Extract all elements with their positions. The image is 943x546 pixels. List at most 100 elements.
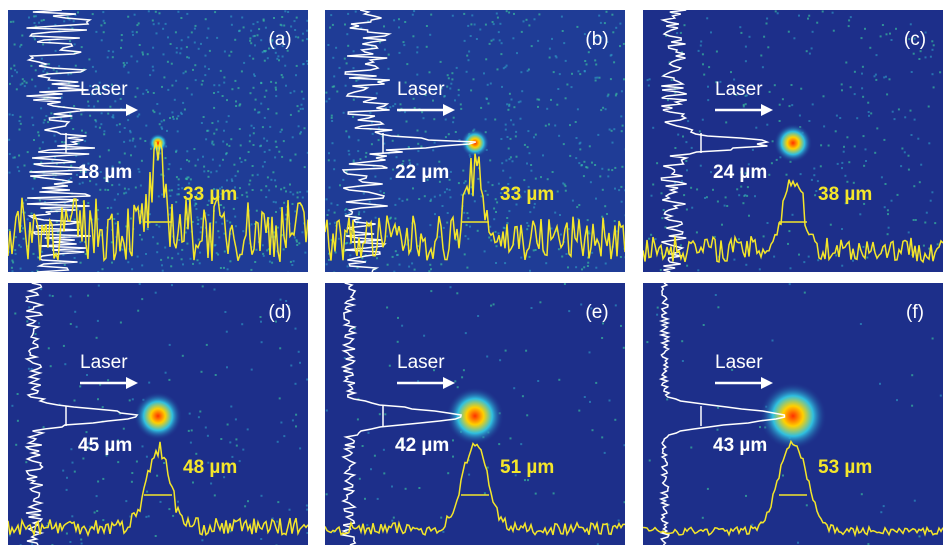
noise-speckle <box>594 36 597 39</box>
noise-speckle <box>607 93 610 96</box>
noise-speckle <box>175 79 178 82</box>
noise-speckle <box>200 122 203 124</box>
noise-speckle <box>420 145 423 148</box>
noise-speckle <box>540 176 542 179</box>
noise-speckle <box>528 152 531 155</box>
noise-speckle <box>218 164 221 167</box>
noise-speckle <box>595 197 597 200</box>
noise-speckle <box>97 218 100 221</box>
noise-speckle <box>223 50 226 53</box>
noise-speckle <box>73 257 76 259</box>
noise-speckle <box>885 75 887 78</box>
noise-speckle <box>864 27 866 30</box>
noise-speckle <box>12 261 15 264</box>
noise-speckle <box>62 469 65 472</box>
noise-speckle <box>129 515 132 518</box>
noise-speckle <box>710 171 712 174</box>
noise-speckle <box>509 176 512 179</box>
noise-speckle <box>118 183 121 186</box>
noise-speckle <box>69 177 72 180</box>
noise-speckle <box>212 143 215 146</box>
noise-speckle <box>181 187 184 190</box>
noise-speckle <box>118 161 121 164</box>
noise-speckle <box>604 205 607 208</box>
noise-speckle <box>213 188 215 191</box>
noise-speckle <box>365 151 368 154</box>
noise-speckle <box>219 69 222 72</box>
noise-speckle <box>364 497 366 500</box>
noise-speckle <box>440 516 443 519</box>
noise-speckle <box>679 244 682 247</box>
noise-speckle <box>130 154 132 157</box>
noise-speckle <box>484 190 487 192</box>
noise-speckle <box>486 98 488 100</box>
noise-speckle <box>282 140 285 143</box>
noise-speckle <box>346 241 349 244</box>
noise-speckle <box>131 30 134 33</box>
noise-speckle <box>272 171 275 174</box>
noise-speckle <box>289 113 292 116</box>
noise-speckle <box>596 543 599 545</box>
noise-speckle <box>28 306 31 309</box>
noise-speckle <box>546 107 549 110</box>
noise-speckle <box>747 363 750 366</box>
noise-speckle <box>42 426 45 429</box>
noise-speckle <box>383 472 386 475</box>
noise-speckle <box>207 129 210 132</box>
noise-speckle <box>548 47 551 50</box>
noise-speckle <box>530 45 533 48</box>
noise-speckle <box>204 74 207 77</box>
noise-speckle <box>99 383 102 386</box>
noise-speckle <box>502 169 505 172</box>
noise-speckle <box>707 85 709 88</box>
noise-speckle <box>525 18 528 21</box>
noise-speckle <box>560 233 562 236</box>
noise-speckle <box>241 323 244 326</box>
noise-speckle <box>425 45 428 48</box>
noise-speckle <box>20 43 23 46</box>
noise-speckle <box>383 25 385 28</box>
laser-label: Laser <box>80 79 128 100</box>
noise-speckle <box>328 186 331 189</box>
noise-speckle <box>499 359 502 362</box>
noise-speckle <box>175 149 178 152</box>
noise-speckle <box>533 136 535 139</box>
noise-speckle <box>33 38 36 41</box>
noise-speckle <box>189 257 192 260</box>
noise-speckle <box>344 250 347 252</box>
noise-speckle <box>333 221 336 224</box>
noise-speckle <box>347 12 350 15</box>
noise-speckle <box>352 98 355 101</box>
noise-speckle <box>300 131 302 134</box>
noise-speckle <box>171 111 174 114</box>
noise-speckle <box>352 159 355 162</box>
noise-speckle <box>558 134 561 137</box>
noise-speckle <box>848 19 851 22</box>
noise-speckle <box>198 196 201 199</box>
laser-arrowhead <box>761 104 773 116</box>
noise-speckle <box>246 428 249 431</box>
noise-speckle <box>455 66 458 69</box>
noise-speckle <box>84 170 87 173</box>
noise-speckle <box>376 257 378 260</box>
noise-speckle <box>131 398 134 401</box>
noise-speckle <box>268 260 271 263</box>
noise-speckle <box>820 144 823 147</box>
noise-speckle <box>516 52 518 55</box>
noise-speckle <box>14 252 17 255</box>
noise-speckle <box>428 71 431 74</box>
noise-speckle <box>798 114 801 117</box>
noise-speckle <box>508 11 511 14</box>
noise-speckle <box>196 259 199 262</box>
noise-speckle <box>909 109 912 112</box>
noise-speckle <box>111 83 113 86</box>
noise-speckle <box>470 186 473 189</box>
noise-speckle <box>155 223 158 226</box>
noise-speckle <box>148 213 151 216</box>
noise-speckle <box>345 528 347 531</box>
noise-speckle <box>513 12 515 15</box>
noise-speckle <box>383 192 385 194</box>
noise-speckle <box>391 485 393 488</box>
noise-speckle <box>207 170 210 173</box>
